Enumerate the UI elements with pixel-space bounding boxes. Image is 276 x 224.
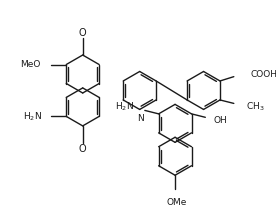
Text: OH: OH xyxy=(214,116,228,125)
Text: N: N xyxy=(137,114,144,123)
Text: COOH: COOH xyxy=(250,70,276,79)
Text: OMe: OMe xyxy=(167,198,187,207)
Text: O: O xyxy=(79,144,86,154)
Text: MeO: MeO xyxy=(20,60,40,69)
Text: $\mathregular{H_2N}$: $\mathregular{H_2N}$ xyxy=(115,101,134,113)
Text: O: O xyxy=(79,28,86,38)
Text: $\mathregular{CH_3}$: $\mathregular{CH_3}$ xyxy=(246,101,264,113)
Text: $\mathregular{H_2N}$: $\mathregular{H_2N}$ xyxy=(23,110,42,123)
